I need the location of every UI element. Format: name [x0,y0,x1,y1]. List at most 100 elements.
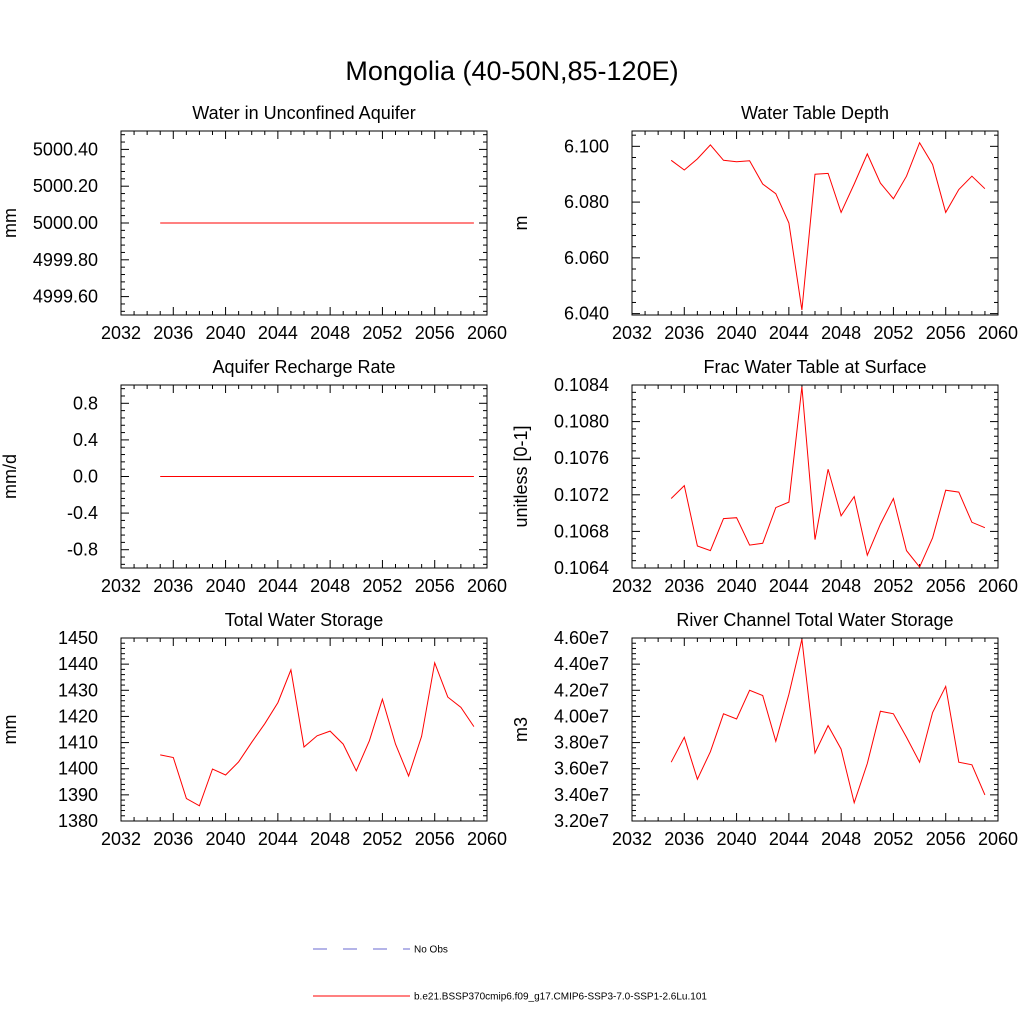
legend-run-label: b.e21.BSSP370cmip6.f09_g17.CMIP6-SSP3-7.… [414,992,707,1003]
y-tick-label: 0.1068 [554,521,609,541]
series-line [670,639,986,805]
x-tick-label: 2036 [153,576,193,596]
x-tick-label: 2040 [206,829,246,849]
x-tick-label: 2040 [717,829,757,849]
x-tick-label: 2040 [717,323,757,343]
y-tick-label: 1450 [58,628,98,648]
y-tick-label: 1410 [58,733,98,753]
x-tick-label: 2048 [310,576,350,596]
x-tick-label: 2048 [310,323,350,343]
y-tick-label: 0.1072 [554,485,609,505]
chart-panel-3: Aquifer Recharge Rate mm/d 2032 2036 2040 204… [0,357,507,596]
y-tick-label: 1420 [58,706,98,726]
x-tick-label: 2032 [101,829,141,849]
x-tick-label: 2036 [153,829,193,849]
x-tick-label: 2060 [467,829,507,849]
chart-panel-6: River Channel Total Water Storage m3 2032 2… [511,610,1018,849]
x-tick-label: 2056 [926,323,966,343]
x-tick-label: 2060 [978,576,1018,596]
x-tick-label: 2048 [821,323,861,343]
y-axis-label: mm/d [0,454,20,499]
x-tick-label: 2044 [769,829,809,849]
y-axis-label: mm [0,208,20,238]
x-tick-label: 2056 [926,829,966,849]
x-tick-label: 2056 [415,323,455,343]
x-tick-label: 2048 [821,829,861,849]
x-tick-label: 2044 [769,576,809,596]
y-tick-label: 4999.60 [33,287,98,307]
y-tick-label: 0.0 [73,467,98,487]
x-tick-label: 2052 [362,576,402,596]
y-tick-label: 5000.20 [33,176,98,196]
y-tick-label: 0.1084 [554,375,609,395]
x-tick-label: 2060 [467,323,507,343]
y-tick-label: 6.100 [564,136,609,156]
chart-panel-5: Total Water Storage mm 2032 2036 2040 2044 204… [0,610,507,849]
chart-panel-4: Frac Water Table at Surface unitless [0-1… [511,357,1018,596]
x-tick-label: 2060 [978,829,1018,849]
y-tick-label: 5000.40 [33,139,98,159]
x-tick-label: 2052 [873,829,913,849]
chart-title: Frac Water Table at Surface [703,357,926,377]
page-title: Mongolia (40-50N,85-120E) [345,56,679,86]
series-line [670,386,986,569]
y-axis-label: m [511,216,531,231]
y-tick-label: -0.8 [67,540,98,560]
x-tick-label: 2052 [362,829,402,849]
y-tick-label: 1440 [58,654,98,674]
y-tick-label: -0.4 [67,503,98,523]
x-tick-label: 2036 [664,323,704,343]
legend-no-obs-label: No Obs [414,945,448,956]
x-tick-label: 2032 [101,323,141,343]
y-tick-label: 0.4 [73,430,98,450]
y-tick-label: 6.080 [564,192,609,212]
y-axis-label: unitless [0-1] [511,425,531,527]
x-tick-label: 2040 [717,576,757,596]
plot-frame [631,384,999,569]
x-tick-label: 2048 [821,576,861,596]
y-tick-label: 0.1080 [554,412,609,432]
x-tick-label: 2056 [926,576,966,596]
y-tick-label: 6.060 [564,248,609,268]
plot-frame [631,130,999,316]
chart-title: Aquifer Recharge Rate [212,357,395,377]
x-tick-label: 2040 [206,323,246,343]
x-tick-label: 2032 [612,323,652,343]
x-tick-label: 2052 [873,576,913,596]
x-tick-label: 2044 [258,829,298,849]
x-tick-label: 2056 [415,576,455,596]
y-tick-label: 1400 [58,759,98,779]
series-line [160,660,475,807]
x-tick-label: 2032 [612,576,652,596]
y-tick-label: 1430 [58,680,98,700]
plot-frame [120,637,488,822]
chart-title: Water Table Depth [741,103,889,123]
y-axis-label: mm [0,715,20,745]
y-tick-label: 4.00e7 [554,706,609,726]
x-tick-label: 2048 [310,829,350,849]
chart-title: Water in Unconfined Aquifer [192,103,415,123]
legend: No Obs b.e21.BSSP370cmip6.f09_g17.CMIP6-… [313,945,707,1003]
x-tick-label: 2036 [664,576,704,596]
y-tick-label: 1380 [58,811,98,831]
y-tick-label: 3.60e7 [554,759,609,779]
x-tick-label: 2060 [978,323,1018,343]
y-tick-label: 4999.80 [33,250,98,270]
chart-panel-2: Water Table Depth m 2032 2036 2040 2044 2048 20… [511,103,1018,343]
y-tick-label: 4.40e7 [554,654,609,674]
x-tick-label: 2032 [101,576,141,596]
series-line [670,141,986,311]
x-tick-label: 2044 [258,576,298,596]
x-tick-label: 2052 [873,323,913,343]
y-tick-label: 0.8 [73,393,98,413]
x-tick-label: 2056 [415,829,455,849]
y-tick-label: 4.60e7 [554,628,609,648]
x-tick-label: 2036 [664,829,704,849]
plot-frame [631,637,999,822]
x-tick-label: 2040 [206,576,246,596]
x-tick-label: 2044 [769,323,809,343]
y-tick-label: 5000.00 [33,213,98,233]
x-tick-label: 2052 [362,323,402,343]
y-tick-label: 3.80e7 [554,733,609,753]
